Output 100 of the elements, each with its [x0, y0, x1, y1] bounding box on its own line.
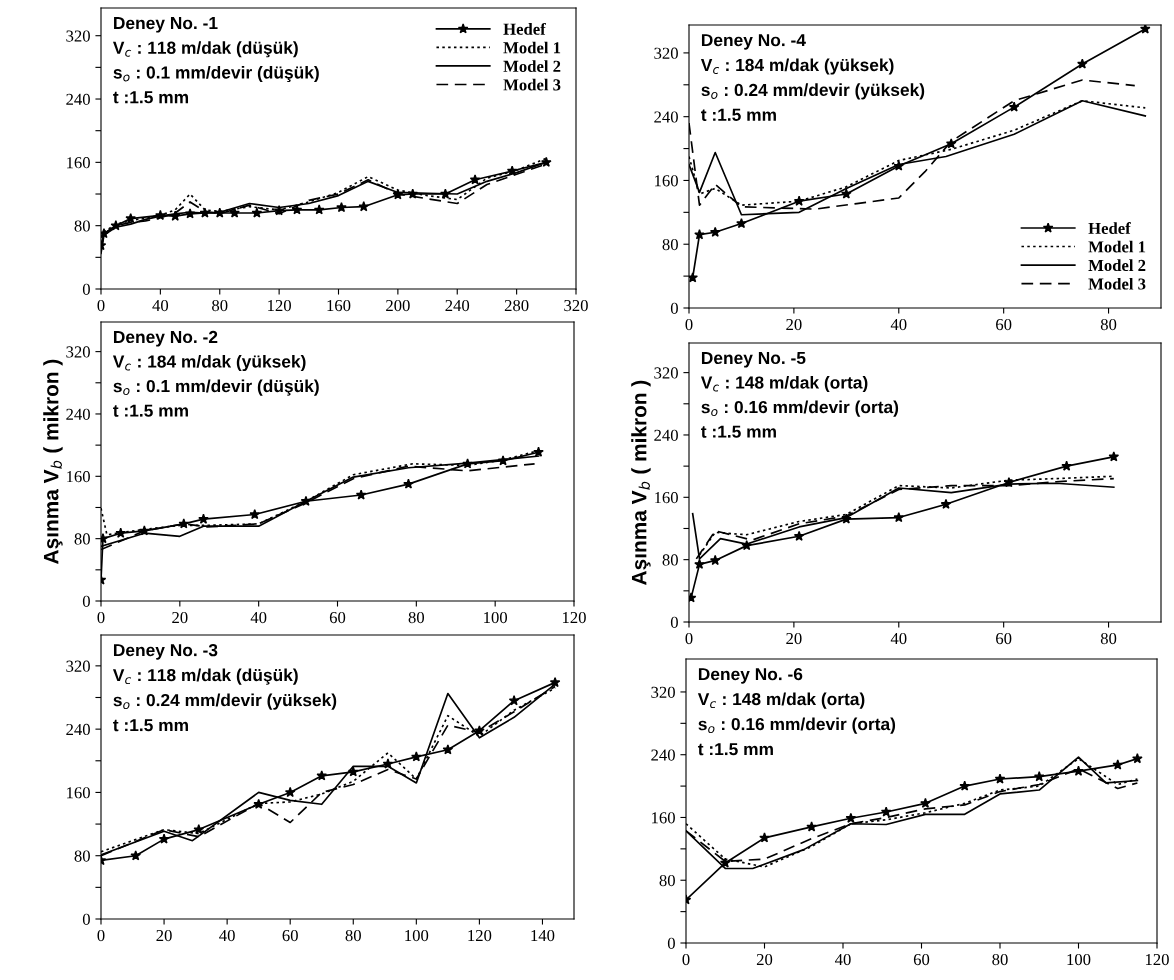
y-tick-label: 320 — [66, 346, 90, 358]
x-tick-label: 40 — [152, 299, 169, 312]
y-axis-title: Aşınma V$_{b}$ ( mikron ) — [43, 359, 63, 564]
x-tick-label: 160 — [327, 299, 351, 312]
annotation: s$_{o}$ : 0.24 mm/devir (yüksek) — [113, 693, 337, 710]
x-tick-label: 0 — [97, 611, 105, 624]
x-tick-label: 20 — [172, 611, 188, 624]
y-tick-label: 320 — [654, 47, 678, 59]
x-tick-label: 120 — [468, 929, 492, 942]
y-tick-label: 320 — [66, 30, 90, 42]
x-tick-label: 60 — [996, 318, 1012, 331]
x-tick-label: 80 — [345, 929, 361, 942]
x-tick-label: 40 — [834, 953, 851, 966]
y-tick-label: 160 — [67, 157, 90, 169]
annotation: Deney No. -6 — [698, 667, 803, 684]
annotation: t :1.5 mm — [113, 404, 188, 417]
annotation: Deney No. -4 — [701, 34, 806, 50]
annotation: s$_{o}$ : 0.1 mm/devir (düşük) — [113, 65, 319, 83]
annotation: t :1.5 mm — [701, 425, 776, 438]
x-tick-label: 0 — [685, 632, 693, 645]
x-tick-label: 40 — [890, 318, 907, 331]
x-tick-label: 80 — [408, 611, 425, 624]
y-tick-label: 80 — [662, 238, 678, 251]
annotation: V$_{c}$ : 184 m/dak (yüksek) — [112, 354, 306, 372]
y-tick-label: 0 — [82, 283, 90, 295]
annotation: V$_{c}$ : 148 m/dak (orta) — [697, 692, 865, 709]
x-tick-label: 120 — [268, 299, 291, 312]
y-tick-label: 160 — [67, 787, 90, 799]
x-tick-label: 20 — [756, 953, 773, 966]
annotation: s$_{o}$ : 0.1 mm/devir (düşük) — [113, 379, 319, 396]
y-tick-label: 240 — [66, 93, 90, 105]
legend-label: Model 2 — [1088, 259, 1146, 272]
annotation: t :1.5 mm — [113, 91, 189, 104]
x-tick-label: 280 — [504, 299, 529, 312]
x-tick-label: 80 — [1100, 632, 1117, 645]
x-tick-label: 0 — [97, 299, 105, 312]
x-tick-label: 40 — [890, 632, 907, 645]
y-tick-label: 320 — [651, 686, 675, 698]
x-tick-label: 0 — [97, 929, 105, 942]
y-tick-label: 240 — [66, 408, 90, 420]
annotation: t :1.5 mm — [697, 743, 773, 756]
annotation: t :1.5 mm — [701, 108, 776, 121]
y-tick-label: 160 — [655, 175, 678, 187]
y-tick-label: 80 — [659, 874, 675, 887]
x-tick-label: 0 — [685, 318, 693, 331]
x-tick-label: 80 — [212, 299, 228, 312]
annotation: V$_{c}$ : 184 m/dak (yüksek) — [700, 58, 894, 75]
legend-label: Hedef — [1088, 222, 1131, 234]
annotation: V$_{c}$ : 118 m/dak (düşük) — [112, 668, 298, 685]
y-tick-label: 240 — [654, 429, 678, 441]
y-tick-label: 320 — [66, 660, 90, 672]
x-tick-label: 120 — [1145, 953, 1169, 966]
annotation: s$_{o}$ : 0.16 mm/devir (orta) — [701, 400, 899, 417]
x-tick-label: 80 — [992, 953, 1008, 966]
annotation: Deney No. -1 — [114, 17, 218, 33]
annotation: V$_{c}$ : 148 m/dak (orta) — [700, 375, 868, 393]
x-tick-label: 200 — [386, 299, 410, 312]
annotation: Deney No. -5 — [701, 352, 806, 368]
legend-label: Model 3 — [503, 78, 561, 91]
legend-label: Model 1 — [503, 41, 561, 54]
x-tick-label: 100 — [405, 929, 429, 942]
y-tick-label: 0 — [82, 913, 90, 925]
y-tick-label: 320 — [654, 367, 678, 379]
x-tick-label: 240 — [445, 299, 470, 312]
x-tick-label: 140 — [531, 929, 555, 942]
y-tick-label: 80 — [74, 850, 90, 862]
x-tick-label: 20 — [786, 632, 802, 645]
annotation: s$_{o}$ : 0.24 mm/devir (yüksek) — [701, 83, 925, 100]
x-tick-label: 60 — [329, 611, 346, 624]
annotation: Deney No. -3 — [113, 643, 218, 660]
y-tick-label: 160 — [67, 471, 90, 483]
annotation: V$_{c}$ : 118 m/dak (düşük) — [112, 41, 298, 58]
x-tick-label: 20 — [156, 929, 172, 942]
y-tick-label: 160 — [652, 812, 675, 824]
y-tick-label: 160 — [655, 492, 678, 504]
x-tick-label: 60 — [913, 953, 930, 966]
legend-label: Model 1 — [1088, 240, 1146, 253]
x-tick-label: 80 — [1100, 318, 1117, 331]
y-tick-label: 80 — [74, 220, 90, 232]
x-tick-label: 100 — [484, 611, 508, 624]
y-tick-label: 240 — [66, 723, 90, 736]
x-tick-label: 20 — [786, 318, 802, 331]
x-tick-label: 0 — [682, 953, 690, 966]
x-tick-label: 40 — [219, 929, 235, 942]
y-tick-label: 240 — [651, 749, 675, 761]
annotation: t :1.5 mm — [113, 719, 188, 732]
y-tick-label: 80 — [662, 554, 678, 566]
x-tick-label: 60 — [996, 632, 1012, 645]
x-tick-label: 100 — [1067, 953, 1091, 966]
x-tick-label: 320 — [564, 299, 588, 312]
annotation: s$_{o}$ : 0.16 mm/devir (orta) — [698, 717, 896, 734]
legend-label: Model 3 — [1088, 277, 1146, 290]
legend-label: Model 2 — [503, 60, 561, 72]
y-axis-title: Aşınma V$_{b}$ ( mikron ) — [631, 380, 651, 585]
y-tick-label: 80 — [74, 533, 90, 545]
y-tick-label: 240 — [654, 111, 678, 123]
legend-label: Hedef — [503, 22, 546, 35]
x-tick-label: 40 — [250, 611, 267, 624]
y-tick-label: 0 — [82, 595, 90, 607]
x-tick-label: 60 — [282, 929, 298, 942]
